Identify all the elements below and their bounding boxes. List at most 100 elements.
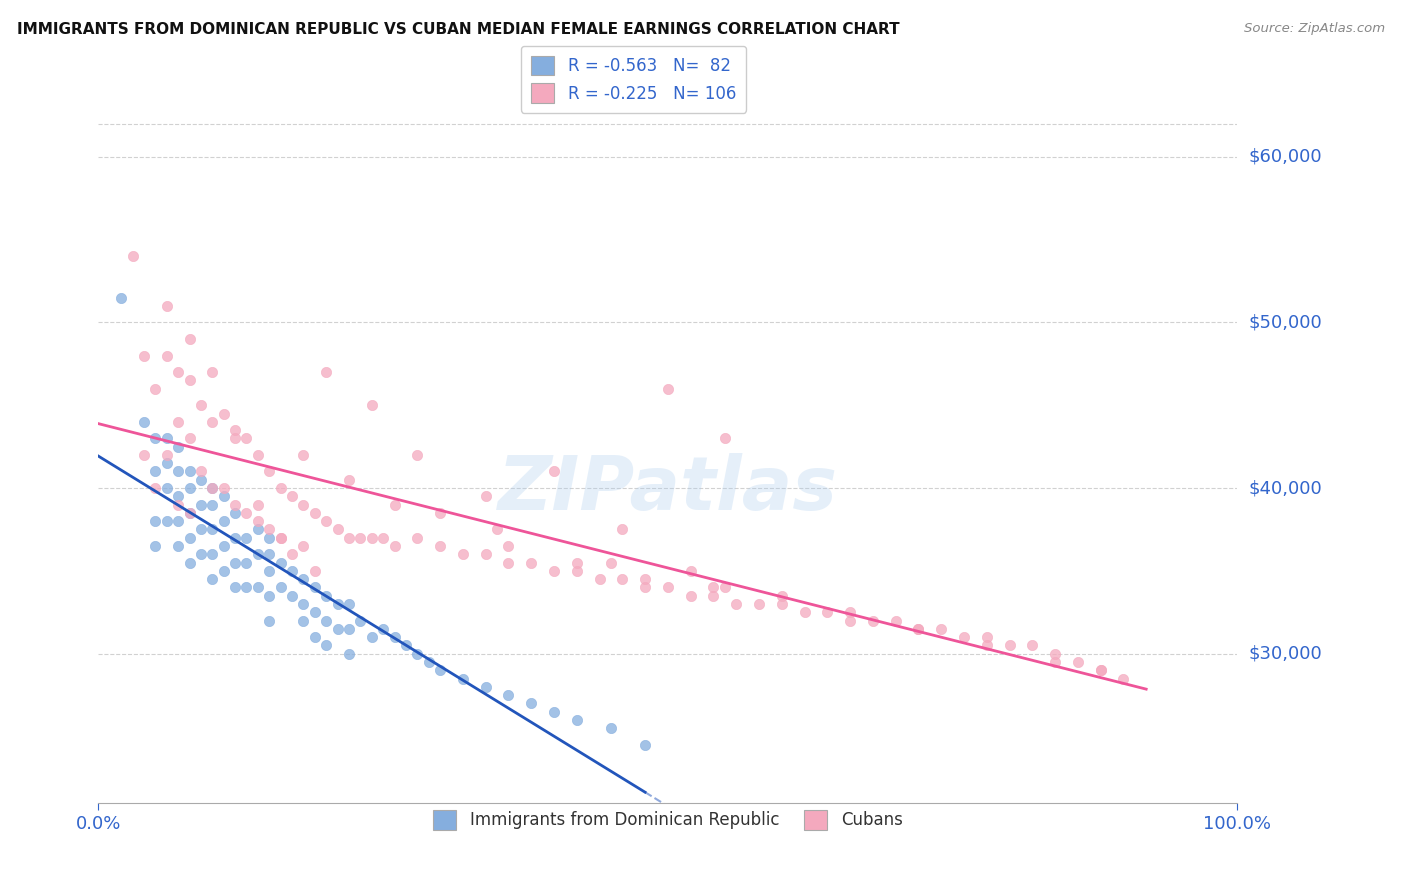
Point [600,556,623,570]
Point [657,382,679,396]
Point [201,481,224,495]
Point [907,622,929,636]
Point [634,581,657,595]
Text: $40,000: $40,000 [1249,479,1322,497]
Point [451,672,474,686]
Text: ZIPatlas: ZIPatlas [498,453,838,526]
Point [770,589,793,603]
Point [714,431,737,445]
Point [384,498,406,512]
Point [190,547,212,561]
Point [451,547,474,561]
Point [1021,639,1043,653]
Point [212,539,235,553]
Point [167,415,190,429]
Legend: Immigrants from Dominican Republic, Cubans: Immigrants from Dominican Republic, Cuba… [426,804,910,836]
Point [167,498,190,512]
Point [498,556,520,570]
Point [259,523,281,537]
Point [281,547,304,561]
Point [212,514,235,528]
Point [998,639,1021,653]
Point [246,498,269,512]
Point [281,589,304,603]
Point [145,481,167,495]
Point [543,705,565,719]
Point [292,498,315,512]
Point [156,431,179,445]
Point [406,448,429,462]
Point [337,597,360,611]
Point [212,564,235,578]
Point [634,572,657,586]
Point [179,431,201,445]
Point [145,514,167,528]
Point [121,249,143,263]
Point [179,556,201,570]
Point [1067,655,1090,669]
Point [884,614,907,628]
Point [190,398,212,412]
Point [167,489,190,503]
Text: IMMIGRANTS FROM DOMINICAN REPUBLIC VS CUBAN MEDIAN FEMALE EARNINGS CORRELATION C: IMMIGRANTS FROM DOMINICAN REPUBLIC VS CU… [17,22,900,37]
Point [304,506,326,520]
Point [235,556,257,570]
Point [259,589,281,603]
Point [714,581,737,595]
Point [190,473,212,487]
Point [201,572,224,586]
Point [235,506,257,520]
Point [770,597,793,611]
Point [110,291,132,305]
Point [418,655,440,669]
Point [565,564,588,578]
Point [224,506,246,520]
Point [224,581,246,595]
Point [259,465,281,479]
Point [179,531,201,545]
Point [600,721,623,735]
Point [259,614,281,628]
Point [292,597,315,611]
Point [212,407,235,421]
Point [679,564,702,578]
Text: Source: ZipAtlas.com: Source: ZipAtlas.com [1244,22,1385,36]
Point [702,581,724,595]
Point [498,539,520,553]
Point [235,581,257,595]
Point [145,539,167,553]
Point [145,431,167,445]
Point [315,514,337,528]
Point [179,481,201,495]
Point [315,639,337,653]
Point [156,299,179,313]
Point [212,481,235,495]
Point [246,547,269,561]
Point [167,514,190,528]
Point [179,465,201,479]
Point [190,465,212,479]
Point [337,473,360,487]
Point [156,349,179,363]
Point [281,564,304,578]
Point [201,498,224,512]
Point [839,605,862,619]
Point [565,556,588,570]
Point [371,531,394,545]
Point [292,614,315,628]
Point [429,506,451,520]
Point [360,630,382,644]
Point [929,622,952,636]
Point [179,506,201,520]
Point [201,481,224,495]
Text: $30,000: $30,000 [1249,645,1322,663]
Point [292,448,315,462]
Point [224,531,246,545]
Point [235,531,257,545]
Point [259,531,281,545]
Point [793,605,815,619]
Point [588,572,610,586]
Point [315,365,337,379]
Point [349,614,371,628]
Point [201,523,224,537]
